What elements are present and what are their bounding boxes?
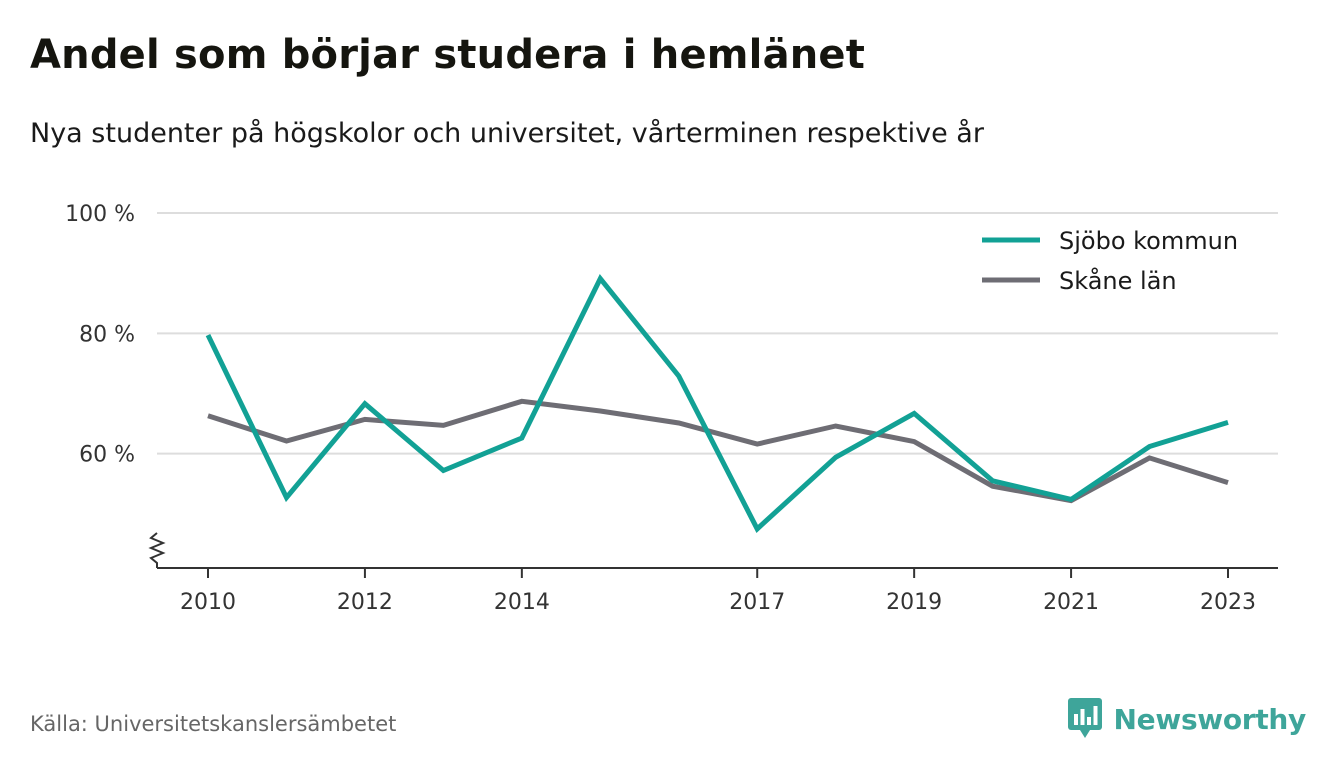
series-line-sjobo: [205, 273, 1229, 533]
x-tick-label: 2017: [729, 590, 785, 615]
source-note: Källa: Universitetskanslersämbetet: [30, 712, 397, 736]
legend: Sjöbo kommun Skåne län: [982, 227, 1238, 295]
legend-label: Sjöbo kommun: [1059, 227, 1238, 255]
x-tick-label: 2012: [337, 590, 393, 615]
x-tick-label: 2021: [1043, 590, 1099, 615]
y-axis-break-icon: [148, 532, 166, 568]
brand-name: Newsworthy: [1113, 702, 1307, 736]
axes: 100 % 80 % 60 % 2010 2012 2014 2017 2019 2021 202…: [65, 202, 1278, 615]
y-tick-label: 60 %: [79, 443, 135, 468]
y-tick-label: 100 %: [65, 202, 135, 227]
series-lines: [205, 273, 1229, 533]
chart-subtitle: Nya studenter på högskolor och universit…: [30, 118, 984, 149]
x-tick-label: 2023: [1200, 590, 1256, 615]
x-tick-label: 2010: [180, 590, 236, 615]
y-tick-label: 80 %: [79, 322, 135, 347]
legend-label: Skåne län: [1059, 266, 1177, 295]
newsworthy-logo-icon: [1067, 698, 1102, 738]
chart-title: Andel som börjar studera i hemlänet: [30, 32, 866, 78]
x-tick-label: 2019: [886, 590, 942, 615]
x-tick-label: 2014: [494, 590, 550, 615]
brand[interactable]: Newsworthy: [1067, 698, 1307, 740]
